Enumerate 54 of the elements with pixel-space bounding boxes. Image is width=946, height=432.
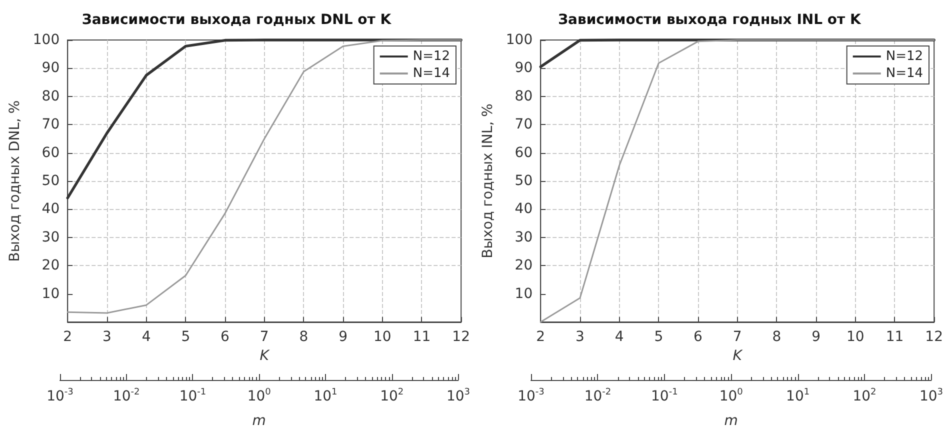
y-tick-label: 60 xyxy=(514,144,533,161)
y-tick-label: 10 xyxy=(42,286,60,302)
y-tick-label: 90 xyxy=(42,60,60,76)
x-tick-label: 10 xyxy=(846,329,864,345)
y-tick-label: 10 xyxy=(514,286,533,302)
x-axis-title: K xyxy=(732,348,744,364)
y-tick-label: 70 xyxy=(514,116,533,133)
y-tick-label: 100 xyxy=(32,32,60,48)
y-tick-label: 30 xyxy=(514,229,533,246)
y-tick-label: 100 xyxy=(506,32,533,48)
y-tick-label: 50 xyxy=(514,173,533,189)
x-tick-label: 7 xyxy=(732,329,742,345)
legend-label: N=14 xyxy=(886,66,924,81)
x-tick-label: 6 xyxy=(220,329,230,345)
legend-label: N=14 xyxy=(412,66,450,81)
y-tick-label: 40 xyxy=(514,201,533,218)
x2-axis-title: m xyxy=(724,413,738,429)
x-tick-label: 12 xyxy=(452,329,470,345)
chart-title: Зависимости выхода годных DNL от K xyxy=(82,12,392,28)
x-tick-label: 11 xyxy=(412,329,431,345)
y-axis-title: Выход годных INL, % xyxy=(480,104,496,258)
x-tick-label: 11 xyxy=(886,329,904,345)
x2-axis-title: m xyxy=(252,413,266,429)
x-tick-label: 3 xyxy=(576,329,584,345)
x-axis-title: K xyxy=(260,348,271,364)
y-axis-title: Выход годных DNL, % xyxy=(7,100,23,262)
x-tick-label: 6 xyxy=(694,329,703,345)
x-tick-label: 9 xyxy=(338,329,348,345)
x-tick-label: 10 xyxy=(373,329,392,345)
y-tick-label: 30 xyxy=(42,229,60,246)
y-tick-label: 40 xyxy=(42,201,60,218)
x-tick-label: 2 xyxy=(63,329,72,345)
x-tick-label: 8 xyxy=(299,329,308,345)
x-tick-label: 9 xyxy=(812,329,821,345)
x-tick-label: 3 xyxy=(102,329,112,345)
x-tick-label: 8 xyxy=(772,329,782,345)
y-tick-label: 90 xyxy=(514,60,533,76)
x-tick-label: 5 xyxy=(181,329,190,345)
y-tick-label: 20 xyxy=(42,258,60,274)
chart-title: Зависимости выхода годных INL от K xyxy=(558,12,862,28)
x-tick-label: 2 xyxy=(536,329,546,345)
y-tick-label: 70 xyxy=(42,116,60,133)
legend-label: N=12 xyxy=(886,49,924,64)
x-tick-label: 5 xyxy=(654,329,664,345)
y-tick-label: 20 xyxy=(514,258,533,274)
y-tick-label: 80 xyxy=(514,88,533,104)
x-tick-label: 4 xyxy=(142,329,151,345)
y-tick-label: 80 xyxy=(42,88,60,104)
x-tick-label: 4 xyxy=(614,329,624,345)
legend-label: N=12 xyxy=(412,49,450,64)
x-tick-label: 7 xyxy=(260,329,269,345)
y-tick-label: 60 xyxy=(42,144,60,161)
x-tick-label: 12 xyxy=(925,329,944,345)
y-tick-label: 50 xyxy=(42,173,60,189)
